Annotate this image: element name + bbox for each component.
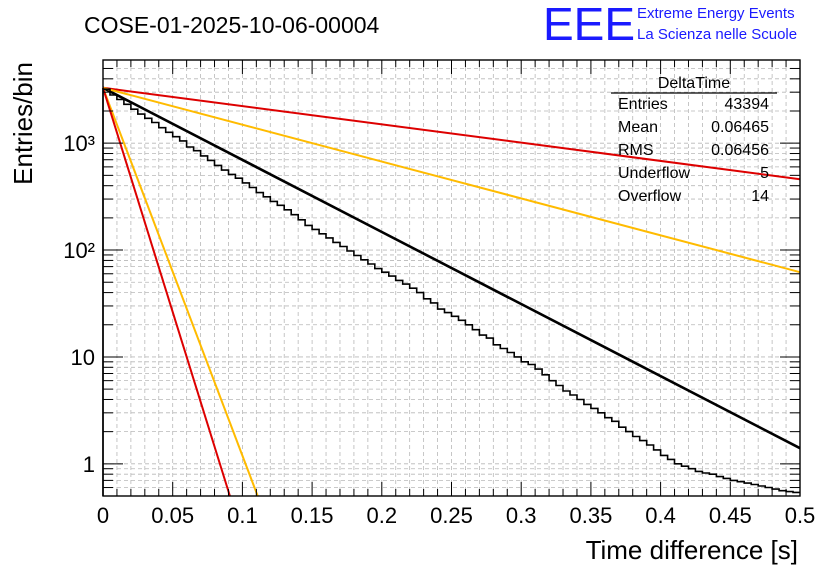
series-lines bbox=[102, 86, 801, 497]
logo-line1: Extreme Energy Events bbox=[637, 5, 795, 22]
x-tick-label: 0.3 bbox=[506, 503, 537, 528]
stats-value-entries: 43394 bbox=[725, 96, 770, 113]
series-band-upper-red bbox=[102, 86, 801, 181]
stats-label-entries: Entries bbox=[618, 96, 668, 113]
x-axis-label: Time difference [s] bbox=[586, 535, 798, 565]
chart-title: COSE-01-2025-10-06-00004 bbox=[84, 12, 380, 38]
series-fit bbox=[102, 86, 801, 450]
x-tick-label: 0.2 bbox=[367, 503, 398, 528]
stats-label-underflow: Underflow bbox=[618, 165, 690, 182]
tick-labels: 0 0.05 0.1 0.15 0.2 0.25 0.3 0.35 0.4 0.45 0.5 1 10 1… bbox=[63, 131, 815, 528]
x-tick-label: 0.45 bbox=[709, 503, 752, 528]
stats-label-overflow: Overflow bbox=[618, 188, 682, 205]
logo-line2: La Scienza nelle Scuole bbox=[637, 26, 797, 43]
grid bbox=[103, 59, 800, 497]
stats-label-mean: Mean bbox=[618, 119, 658, 136]
stats-box: DeltaTime Entries 43394 Mean 0.06465 RMS… bbox=[611, 75, 777, 205]
stats-label-rms: RMS bbox=[618, 142, 654, 159]
series-band-lower-yellow bbox=[102, 87, 259, 497]
y-tick-label: 10² bbox=[63, 238, 95, 263]
x-tick-label: 0.05 bbox=[151, 503, 194, 528]
histogram bbox=[102, 88, 800, 496]
x-tick-label: 0.1 bbox=[227, 503, 258, 528]
y-tick-label: 10³ bbox=[63, 131, 95, 156]
x-tick-label: 0 bbox=[97, 503, 109, 528]
series-band-upper-yellow bbox=[102, 86, 801, 274]
stats-value-mean: 0.06465 bbox=[711, 119, 769, 136]
x-tick-label: 0.25 bbox=[430, 503, 473, 528]
x-tick-label: 0.15 bbox=[291, 503, 334, 528]
eee-logo: EEE Extreme Energy Events La Scienza nel… bbox=[543, 0, 797, 50]
y-tick-label: 10 bbox=[71, 345, 95, 370]
series-band-lower-red bbox=[102, 87, 231, 497]
histogram-steps bbox=[102, 88, 800, 496]
stats-value-overflow: 14 bbox=[751, 188, 769, 205]
x-tick-label: 0.5 bbox=[785, 503, 816, 528]
logo-mark: EEE bbox=[543, 0, 635, 50]
x-tick-label: 0.35 bbox=[569, 503, 612, 528]
x-tick-label: 0.4 bbox=[645, 503, 676, 528]
y-axis-label: Entries/bin bbox=[8, 62, 38, 185]
stats-value-underflow: 5 bbox=[760, 165, 769, 182]
stats-value-rms: 0.06456 bbox=[711, 142, 769, 159]
axis-ticks bbox=[102, 59, 801, 497]
y-tick-label: 1 bbox=[83, 452, 95, 477]
stats-title: DeltaTime bbox=[658, 75, 730, 92]
